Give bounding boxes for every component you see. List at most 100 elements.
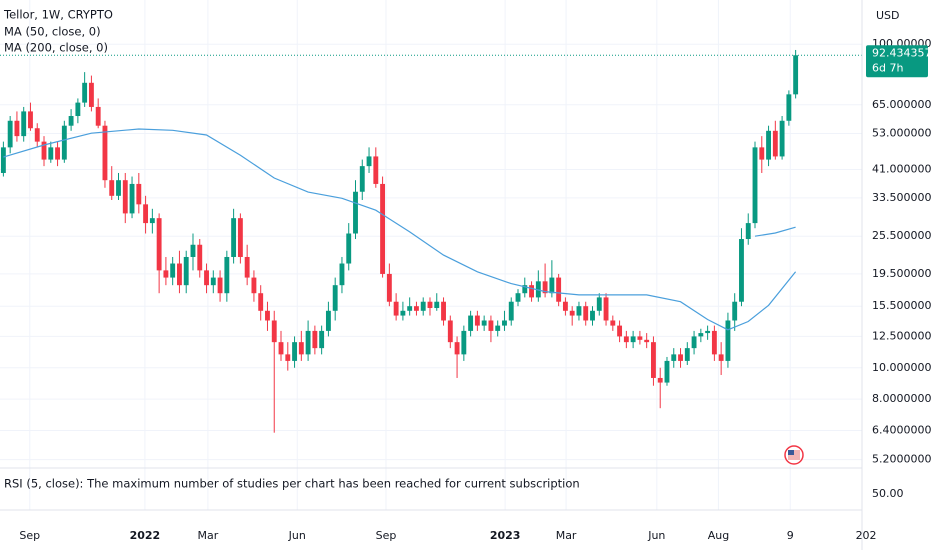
candle-body: [447, 320, 453, 343]
y-tick-label: 65.0000000: [872, 98, 932, 111]
y-tick-label: 53.0000000: [872, 126, 932, 139]
candle-body: [529, 285, 534, 298]
candle-body: [319, 330, 325, 349]
candle-body: [786, 94, 792, 121]
candle-body: [217, 277, 223, 294]
candle-body: [502, 320, 507, 326]
candle-body: [400, 310, 406, 316]
candle-body: [556, 277, 562, 302]
candle-body: [427, 301, 433, 309]
candle-body: [149, 218, 155, 224]
candle-body: [569, 310, 575, 316]
candle-body: [55, 147, 60, 160]
rsi-tick-label: 50.00: [872, 487, 904, 500]
candle-body: [393, 301, 399, 316]
candle-body: [651, 342, 656, 378]
candle-body: [265, 310, 270, 321]
x-tick-label: 2022: [130, 529, 161, 542]
candle-body: [766, 130, 771, 160]
candle-body: [644, 339, 650, 343]
x-tick-label: Jun: [647, 529, 665, 542]
candle-body: [34, 128, 40, 142]
candle-body: [21, 111, 27, 137]
candle-body: [332, 285, 338, 311]
candle-body: [630, 336, 636, 343]
candle-body: [183, 256, 189, 286]
candle-body: [711, 330, 717, 355]
x-tick-label: 2023: [490, 529, 521, 542]
candle-body: [380, 183, 386, 274]
candle-body: [549, 277, 555, 294]
candle-body: [136, 183, 142, 205]
candle-body: [210, 277, 216, 286]
candle-body: [434, 301, 440, 309]
candle-body: [325, 310, 331, 331]
x-tick-label: Jun: [288, 529, 306, 542]
y-tick-label: 19.5000000: [872, 267, 932, 280]
candle-body: [298, 342, 304, 355]
candle-body: [617, 325, 623, 337]
candle-body: [407, 306, 413, 311]
candle-body: [251, 277, 257, 294]
candle-body: [441, 301, 446, 321]
candle-body: [339, 263, 345, 286]
candle-body: [197, 244, 203, 271]
x-tick-label: Mar: [556, 529, 577, 542]
y-tick-label: 10.0000000: [872, 361, 932, 374]
candle-body: [224, 256, 230, 294]
y-tick-label: 15.5000000: [872, 299, 932, 312]
candle-body: [657, 377, 663, 383]
candle-body: [684, 348, 690, 361]
candle-body: [610, 320, 616, 326]
candle-body: [237, 218, 243, 257]
legend-entry: MA (200, close, 0): [4, 41, 108, 55]
currency[interactable]: USD: [876, 9, 900, 22]
legend-entry: MA (50, close, 0): [4, 25, 101, 39]
rsi-note: RSI (5, close): The maximum number of st…: [4, 477, 580, 491]
candle-body: [61, 125, 67, 160]
candle-body: [576, 306, 582, 316]
candle-body: [698, 333, 704, 337]
candle-body: [204, 270, 209, 286]
axes: 100.000000065.000000053.000000041.000000…: [19, 37, 932, 542]
candle-body: [671, 354, 677, 361]
candle-body: [779, 120, 785, 157]
candle-body: [346, 233, 352, 264]
candle-body: [691, 336, 697, 349]
candle-body: [678, 354, 683, 361]
candle-body: [292, 342, 297, 361]
candle-body: [454, 342, 460, 355]
candle-body: [359, 166, 365, 192]
candle-body: [386, 273, 392, 302]
y-tick-label: 12.5000000: [872, 329, 932, 342]
candle-body: [745, 223, 751, 240]
x-tick-label: Sep: [19, 529, 40, 542]
candle-body: [759, 147, 765, 160]
candle-body: [312, 330, 318, 349]
y-tick-label: 6.4000000: [872, 423, 932, 436]
candle-body: [129, 183, 135, 214]
candle-body: [752, 147, 758, 224]
chart-title: Tellor, 1W, CRYPTO: [3, 8, 113, 22]
ma-line: [3, 128, 797, 331]
candle-body: [122, 180, 128, 214]
countdown: 6d 7h: [872, 61, 903, 74]
candle-body: [664, 360, 670, 383]
candle-body: [95, 106, 101, 126]
candle-body: [508, 301, 514, 321]
candle-body: [285, 354, 291, 361]
x-tick-label: Aug: [708, 529, 729, 542]
candle-body: [82, 82, 88, 103]
y-tick-label: 25.5000000: [872, 229, 932, 242]
plot: [0, 49, 862, 433]
candle-body: [739, 239, 744, 302]
candle-body: [468, 315, 474, 331]
candle-body: [28, 111, 33, 129]
y-tick-label: 8.0000000: [872, 392, 932, 405]
candle-body: [14, 120, 20, 137]
candle-body: [244, 256, 250, 278]
x-tick-label: 9: [787, 529, 794, 542]
candle-body: [190, 244, 196, 257]
